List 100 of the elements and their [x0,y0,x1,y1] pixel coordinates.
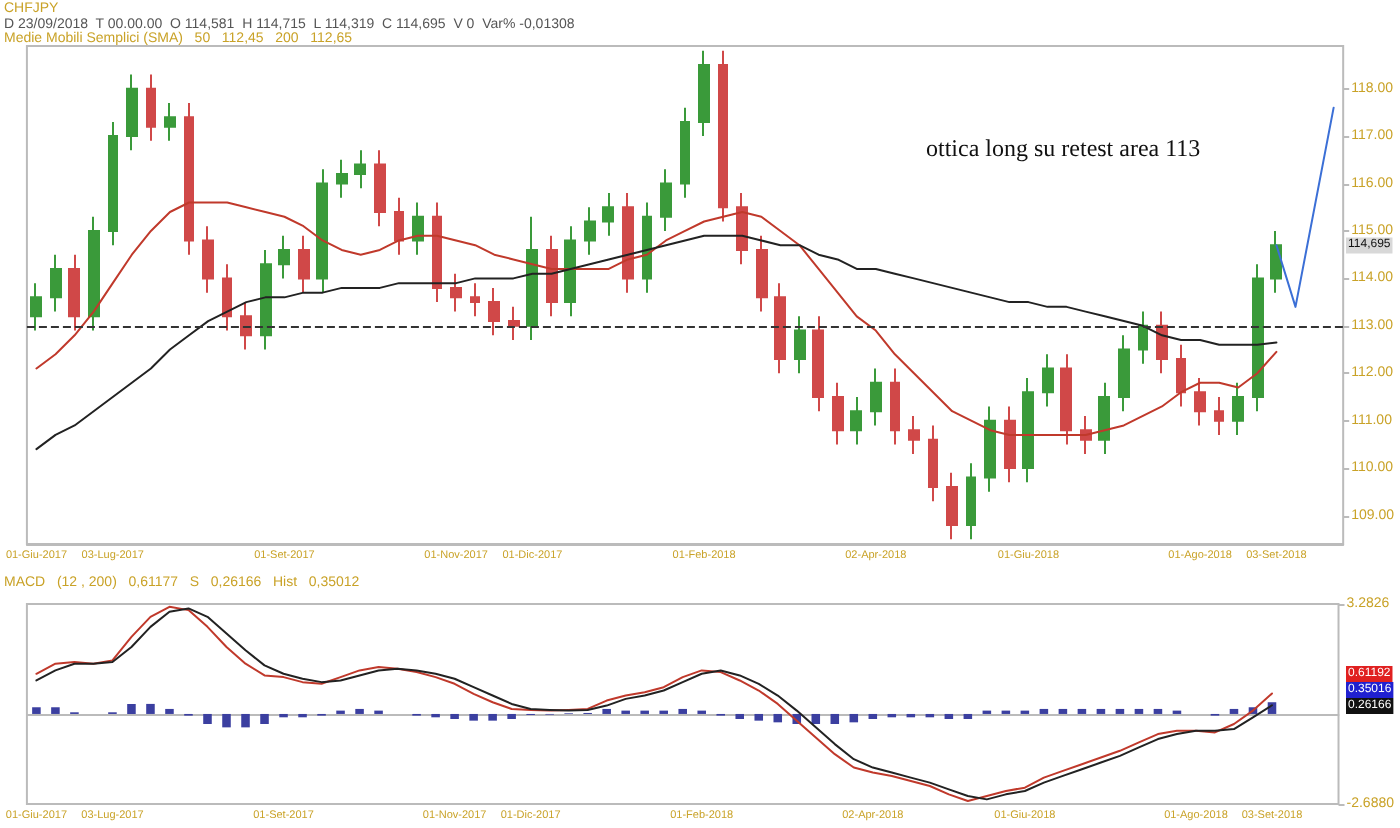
candlestick [508,305,520,342]
candlestick [832,381,844,446]
candlestick [850,395,862,446]
candlestick [1022,377,1034,484]
bar [773,713,783,723]
candlestick [88,215,100,332]
bar [944,713,954,719]
candlestick [278,234,290,280]
candlestick [642,201,652,294]
line-series [35,201,1278,436]
candlestick [1194,377,1206,427]
candlestick [488,286,500,337]
bar [602,708,611,714]
candlestick [354,149,366,190]
candlestick [1060,353,1072,446]
candlestick [1232,381,1244,436]
bar [32,707,41,714]
candlestick [736,192,748,266]
annotation: ottica long su retest area 113 [926,134,1201,162]
bar [450,713,459,719]
candlestick [564,225,576,318]
candlestick [526,215,538,342]
bar [127,703,136,714]
bar [1134,708,1144,714]
candlestick [1042,353,1054,408]
bar [735,713,745,719]
bar [165,708,174,714]
candlestick [584,206,596,256]
candlestick [1214,395,1224,436]
bar [222,713,231,728]
candlestick [316,168,328,294]
candlestick [184,101,194,256]
bar [1039,708,1049,714]
bar [355,708,364,714]
bar [488,713,497,721]
bar [507,713,516,719]
candlestick [222,263,232,332]
candlestick [984,405,996,493]
bar [1096,708,1106,714]
candlestick [756,234,768,313]
candlestick [946,471,958,541]
candlestick [470,282,480,318]
candlestick [1176,343,1186,408]
bar [678,708,687,714]
candlestick [546,234,558,318]
bar [51,707,60,714]
candlestick [164,101,176,142]
candlestick [602,192,614,237]
bar [811,713,821,725]
candlestick [108,120,118,247]
candlestick [146,73,156,142]
candlestick [890,367,900,446]
candlestick [908,414,920,455]
candlestick [1138,310,1148,365]
candlestick [794,315,806,375]
candlestick [1252,263,1264,413]
bar [1077,708,1087,714]
candlestick [432,201,442,304]
candlestick [374,149,386,228]
candlestick [1156,310,1168,375]
bar [469,713,478,721]
candlestick [966,462,976,541]
candlestick [718,49,728,223]
bar [241,713,250,728]
candlestick [1098,381,1110,455]
candlestick [50,253,62,313]
candlestick [336,158,348,199]
candlestick [1118,334,1130,413]
candlestick [394,196,404,256]
bar [146,703,155,714]
candlestick [126,73,138,152]
bar [203,713,212,725]
bar [1115,708,1125,714]
candlestick [30,282,42,332]
bar [1153,708,1163,714]
candlestick [660,168,672,232]
candlestick [412,201,424,256]
bar [1229,708,1239,714]
bar [830,713,840,725]
candlestick [1270,229,1282,294]
candlestick [698,49,710,138]
line-series [35,234,1278,451]
candlestick [450,272,462,313]
candlestick [680,106,690,199]
candlestick [622,192,634,294]
candlestick [870,367,882,427]
candlestick [240,301,252,351]
candlestick [928,424,938,503]
bar [1058,708,1068,714]
candlestick [1004,405,1016,484]
bar [963,713,973,719]
candlestick [298,234,310,294]
candlestick [260,248,272,351]
bar [754,713,764,721]
bar [868,713,878,719]
candlestick [202,225,214,294]
candlestick [774,282,786,375]
candlestick [68,253,80,332]
bar [260,713,269,725]
candlestick [812,315,824,413]
